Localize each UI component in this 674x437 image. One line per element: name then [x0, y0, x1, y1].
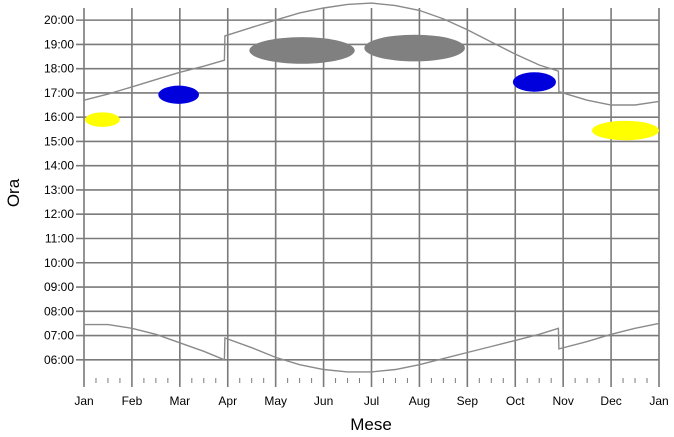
x-tick-label: Mar: [169, 394, 190, 408]
x-tick-label: Jan: [649, 394, 668, 408]
highlight-region: [249, 37, 355, 64]
y-tick-label: 13:00: [44, 183, 74, 197]
x-tick-labels: Jan Feb Mar Apr May Jun Jul Aug Sep Oct Nov Dec Jan: [74, 394, 668, 408]
y-tick-label: 07:00: [44, 329, 74, 343]
x-tick-label: Oct: [506, 394, 525, 408]
y-tick-label: 18:00: [44, 62, 74, 76]
minor-tick-layer: [95, 378, 648, 383]
region-layer: [84, 34, 659, 141]
y-axis-title: Ora: [4, 178, 23, 207]
y-tick-label: 10:00: [44, 256, 74, 270]
x-tick-label: May: [264, 394, 287, 408]
y-tick-label: 09:00: [44, 280, 74, 294]
highlight-region: [512, 72, 556, 92]
y-tick-label: 15:00: [44, 134, 74, 148]
curve-layer: [83, 2, 660, 373]
x-tick-label: Aug: [409, 394, 430, 408]
y-tick-labels: 06:00 07:00 08:00 09:00 10:00 11:00 12:00 13:00…: [44, 13, 74, 367]
y-tick-label: 08:00: [44, 304, 74, 318]
x-tick-label: Dec: [600, 394, 621, 408]
highlight-region: [84, 112, 120, 127]
y-tick-label: 16:00: [44, 110, 74, 124]
grid-layer: [76, 8, 660, 387]
x-tick-label: Jul: [364, 394, 379, 408]
y-tick-label: 20:00: [44, 13, 74, 27]
highlight-region: [364, 34, 465, 62]
y-tick-label: 11:00: [45, 231, 74, 245]
y-tick-label: 06:00: [44, 353, 74, 367]
x-tick-label: Apr: [218, 394, 237, 408]
series-line: [83, 2, 660, 106]
series-line: [84, 322, 660, 373]
highlight-region: [591, 120, 659, 141]
y-tick-label: 12:00: [44, 207, 74, 221]
y-tick-label: 17:00: [44, 86, 74, 100]
x-tick-label: Jan: [74, 394, 93, 408]
x-tick-label: Sep: [457, 394, 479, 408]
x-tick-label: Nov: [552, 394, 573, 408]
y-tick-label: 14:00: [44, 159, 74, 173]
x-axis-title: Mese: [350, 415, 392, 434]
x-tick-label: Feb: [122, 394, 143, 408]
highlight-region: [158, 85, 200, 104]
y-tick-label: 19:00: [44, 37, 74, 51]
x-tick-label: Jun: [314, 394, 333, 408]
